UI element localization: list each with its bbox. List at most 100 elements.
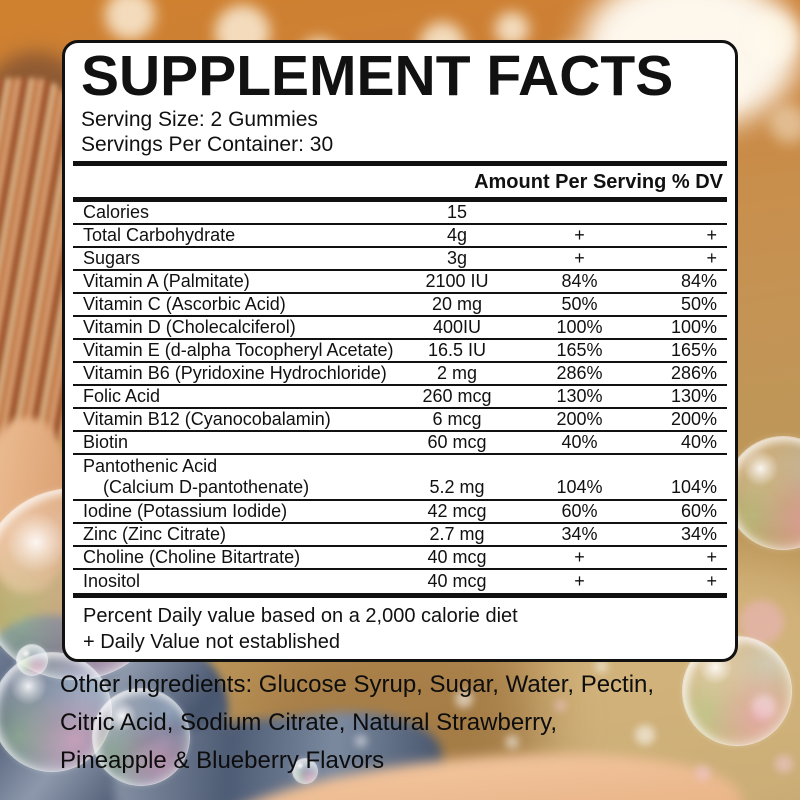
nutrient-name: Zinc (Zinc Citrate) [83, 524, 227, 544]
dv-cell-right: + [706, 571, 717, 591]
table-row: Vitamin A (Palmitate) 2100 IU 84% 84% [73, 271, 727, 294]
other-ingredients-line: Citric Acid, Sodium Citrate, Natural Str… [60, 709, 558, 736]
dv-cell: 286% [556, 363, 603, 383]
dv-cell-right: 84% [680, 271, 717, 291]
flower-bokeh [455, 690, 473, 708]
table-row: Vitamin B12 (Cyanocobalamin) 6 mcg 200% … [73, 409, 727, 432]
bubble [292, 758, 318, 784]
nutrient-name: Total Carbohydrate [83, 225, 236, 245]
dv-cell-right: + [706, 225, 717, 245]
dv-cell: 40% [561, 432, 598, 452]
supplement-facts-panel: SUPPLEMENT FACTS Serving Size: 2 Gummies… [62, 40, 738, 662]
nutrient-name: Calories [83, 202, 150, 222]
nutrient-name: Vitamin B12 (Cyanocobalamin) [83, 409, 331, 429]
table-row: Vitamin B6 (Pyridoxine Hydrochloride) 2 … [73, 363, 727, 386]
flower-bokeh [555, 700, 566, 711]
table-row: Pantothenic Acid (Calcium D-pantothenate)… [73, 455, 727, 501]
dv-cell-right: 34% [680, 524, 717, 544]
table-row: Zinc (Zinc Citrate) 2.7 mg 34% 34% [73, 524, 727, 547]
dv-cell: 200% [556, 409, 603, 429]
table-row: Biotin 60 mcg 40% 40% [73, 432, 727, 455]
bokeh-light [770, 105, 800, 143]
table-row: Total Carbohydrate 4g + + [73, 225, 727, 248]
dv-cell-right: 50% [680, 294, 717, 314]
amount-cell: 42 mcg [427, 501, 487, 521]
amount-cell: 40 mcg [427, 571, 487, 591]
flower-bokeh [505, 735, 519, 749]
bubble [726, 436, 800, 550]
amount-cell: 260 mcg [422, 386, 492, 406]
nutrient-name: Iodine (Potassium Iodide) [83, 501, 288, 521]
table-row: Vitamin C (Ascorbic Acid) 20 mg 50% 50% [73, 294, 727, 317]
bubble [16, 644, 48, 676]
dv-cell: 165% [556, 340, 603, 360]
dv-cell: 84% [561, 271, 598, 291]
table-row: Vitamin E (d-alpha Tocopheryl Acetate) 1… [73, 340, 727, 363]
flower-bokeh [355, 735, 367, 747]
bokeh-light [748, 12, 798, 62]
flower-bokeh [775, 755, 793, 773]
nutrient-name: Vitamin C (Ascorbic Acid) [83, 294, 286, 314]
other-ingredients-line: Other Ingredients: Glucose Syrup, Sugar,… [60, 671, 655, 698]
dv-cell: 100% [556, 317, 603, 337]
amount-cell: 60 mcg [427, 432, 487, 452]
dv-cell: 130% [556, 386, 603, 406]
amount-cell: 5.2 mg [429, 477, 485, 497]
amount-cell: 400IU [432, 317, 482, 337]
dv-cell: 104% [556, 477, 603, 497]
serving-size: Serving Size: 2 Gummies [81, 108, 318, 131]
amount-cell: 20 mg [431, 294, 483, 314]
dv-cell: 60% [561, 501, 598, 521]
amount-cell: 6 mcg [432, 409, 482, 429]
dv-cell-right: 130% [670, 386, 717, 406]
thick-rule [73, 197, 727, 202]
table-row: Folic Acid 260 mcg 130% 130% [73, 386, 727, 409]
dv-cell-right: 60% [680, 501, 717, 521]
dv-cell: + [574, 248, 585, 268]
dv-cell: + [574, 571, 585, 591]
dv-cell-right: + [706, 547, 717, 567]
flower-bokeh [695, 765, 711, 781]
dv-cell: + [574, 225, 585, 245]
footnote-percent-daily: Percent Daily value based on a 2,000 cal… [83, 605, 518, 627]
nutrient-name: Folic Acid [83, 386, 161, 406]
table-row: Sugars 3g + + [73, 248, 727, 271]
column-header: Amount Per Serving % DV [474, 171, 723, 193]
dv-cell-right: 165% [670, 340, 717, 360]
dv-cell-right: 200% [670, 409, 717, 429]
flower-bokeh [635, 725, 655, 745]
nutrient-name: Vitamin E (d-alpha Tocopheryl Acetate) [83, 340, 394, 360]
servings-per-container: Servings Per Container: 30 [81, 133, 334, 156]
nutrient-name: Vitamin B6 (Pyridoxine Hydrochloride) [83, 363, 387, 383]
table-row: Iodine (Potassium Iodide) 42 mcg 60% 60% [73, 501, 727, 524]
other-ingredients: Other Ingredients: Glucose Syrup, Sugar,… [60, 666, 780, 780]
table-row: Choline (Choline Bitartrate) 40 mcg + + [73, 547, 727, 570]
dv-cell-right: 100% [670, 317, 717, 337]
dv-cell-right: + [706, 248, 717, 268]
amount-cell: 15 [446, 202, 468, 222]
nutrient-name: Pantothenic Acid (Calcium D-pantothenate) [83, 456, 310, 497]
dv-cell: 34% [561, 524, 598, 544]
dv-cell: + [574, 547, 585, 567]
amount-cell: 16.5 IU [427, 340, 487, 360]
amount-cell: 3g [446, 248, 468, 268]
footnote-dv-not-established: + Daily Value not established [83, 631, 341, 653]
thick-rule [73, 161, 727, 166]
bokeh-light [105, 0, 155, 40]
nutrient-name: Choline (Choline Bitartrate) [83, 547, 301, 567]
panel-title: SUPPLEMENT FACTS [81, 44, 674, 108]
nutrient-table: Calories 15 Total Carbohydrate 4g + + Su… [73, 202, 727, 593]
table-row: Inositol 40 mcg + + [73, 570, 727, 593]
flower-bokeh [595, 660, 608, 673]
bubble [92, 688, 190, 786]
amount-cell: 2100 IU [425, 271, 489, 291]
thick-rule [73, 593, 727, 598]
amount-cell: 2 mg [436, 363, 478, 383]
table-row: Vitamin D (Cholecalciferol) 400IU 100% 1… [73, 317, 727, 340]
table-row: Calories 15 [73, 202, 727, 225]
nutrient-name: Vitamin D (Cholecalciferol) [83, 317, 296, 337]
dv-cell-right: 286% [670, 363, 717, 383]
amount-cell: 4g [446, 225, 468, 245]
amount-cell: 2.7 mg [429, 524, 485, 544]
girl-hair [0, 78, 74, 448]
